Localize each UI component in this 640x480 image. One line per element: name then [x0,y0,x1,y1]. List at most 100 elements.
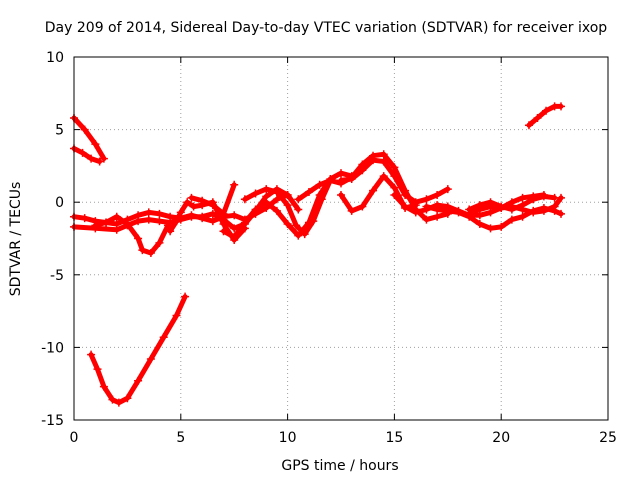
data-point [379,157,388,166]
data-point [533,113,542,122]
data-point [78,148,87,157]
x-tick-label: 10 [279,430,297,446]
data-point [379,172,388,181]
x-tick-label: 5 [176,430,185,446]
data-point [146,249,155,258]
data-point [272,206,281,215]
data-point [337,169,345,178]
data-point [144,215,153,224]
data-point [112,225,121,234]
data-series-arc-2 [71,146,103,164]
plot-frame [73,56,609,421]
data-point [262,185,271,194]
data-series-arc-10 [242,177,333,237]
data-point [507,198,516,207]
data-point [187,212,196,221]
data-point [304,188,313,197]
data-point [292,221,301,230]
data-point [183,198,192,207]
data-point [300,230,309,239]
data-point [102,218,111,227]
data-point [422,195,431,204]
data-point [198,196,207,205]
data-point [539,204,548,213]
data-point [283,201,292,210]
data-point [80,214,89,223]
x-tick-label: 15 [385,430,403,446]
data-point [337,190,345,199]
data-point [433,190,442,199]
data-point [108,395,117,404]
data-point [166,227,175,236]
data-point [475,205,484,214]
data-point [251,189,260,198]
data-point [443,206,452,215]
data-point [294,195,303,204]
data-point [134,217,143,226]
data-point [486,202,495,211]
data-point [557,102,566,111]
data-point [390,190,399,199]
data-point [497,204,506,213]
data-point [283,219,292,228]
data-point [189,202,198,211]
y-tick-label: 10 [46,50,64,66]
data-point [486,224,495,233]
data-point [112,212,121,221]
data-point [159,333,168,342]
y-tick-label: -15 [41,413,64,429]
x-axis-title: GPS time / hours [281,458,398,474]
data-point [454,208,463,217]
data-point [219,219,228,228]
y-tick-label: 0 [55,195,64,211]
data-point [497,222,506,231]
data-point [317,195,326,204]
data-point [433,205,442,214]
data-point [539,190,548,199]
data-point [208,201,217,210]
data-point [219,209,228,218]
data-series-arc-18 [526,103,564,128]
data-point [443,185,452,194]
data-point [87,350,96,359]
data-point [369,186,378,195]
data-point [475,219,484,228]
grid [74,57,608,420]
data-series-arc-1 [71,115,107,162]
data-point [294,231,303,240]
data-point [529,206,538,215]
data-point [99,382,108,391]
data-point [240,218,249,227]
data-point [369,156,378,165]
data-point [172,311,181,320]
data-point [240,195,249,204]
data-point [272,188,281,197]
data-point [176,208,185,217]
data-point [550,206,559,215]
data-point [181,292,190,301]
data-point [347,174,356,183]
data-point [219,227,228,236]
data-point [411,198,420,207]
y-tick-labels: 10 5 0 -5 -10 -15 [41,50,64,429]
data-point [379,150,388,159]
data-point [294,205,303,214]
y-tick-label: -10 [41,340,64,356]
data-point [358,166,367,175]
data-point [146,355,155,364]
data-point [230,211,239,220]
data-point [542,106,551,115]
data-point [390,183,399,192]
data-point [433,212,442,221]
x-tick-label: 20 [492,430,510,446]
data-point [390,163,399,172]
data-point [358,202,367,211]
data-point [422,202,431,211]
data-point [91,221,100,230]
data-point [99,154,108,163]
data-point [155,238,164,247]
y-axis-title: SDTVAR / TECUs [8,182,24,297]
y-tick-label: -5 [50,268,64,284]
data-point [465,209,474,218]
data-point [524,121,533,130]
